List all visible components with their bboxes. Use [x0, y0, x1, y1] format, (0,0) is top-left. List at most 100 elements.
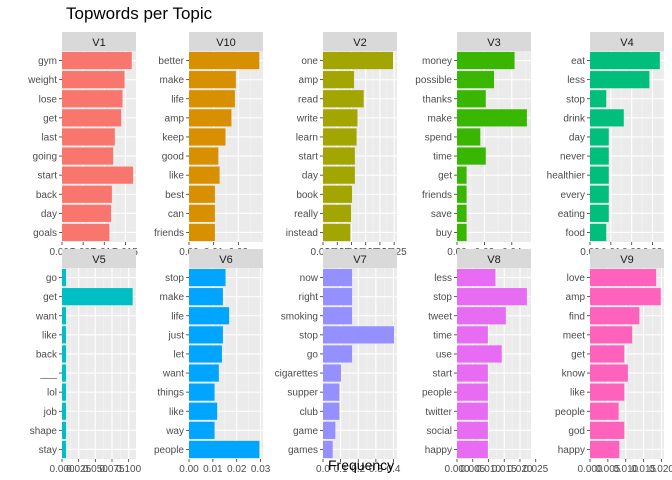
panel-v3: V3 money possible thanks make spend time get fri…: [415, 32, 531, 258]
category-label: make: [160, 292, 185, 303]
category-label: money: [422, 56, 452, 67]
category-label: use: [436, 349, 453, 360]
category-label: time: [433, 330, 452, 341]
bar: [189, 90, 235, 108]
category-label: friends: [422, 190, 452, 201]
bar: [62, 326, 66, 344]
bar: [457, 71, 494, 89]
bar: [323, 109, 358, 127]
bar: [189, 326, 223, 344]
facet-strip: [590, 32, 664, 51]
category-label: shape: [30, 426, 58, 437]
bar: [323, 440, 333, 459]
category-label: buy: [436, 228, 452, 239]
x-tick-label: 0.0: [316, 464, 330, 475]
category-label: back: [36, 349, 58, 360]
category-label: weight: [27, 75, 57, 86]
facet-label: V1: [92, 37, 105, 49]
category-label: want: [162, 369, 184, 380]
category-label: good: [162, 152, 184, 163]
category-label: want: [35, 311, 57, 322]
facet-strip: [457, 32, 531, 51]
bar: [62, 109, 122, 127]
chart-title: Topwords per Topic: [66, 4, 213, 23]
bar: [590, 185, 609, 203]
category-label: right: [299, 292, 319, 303]
category-label: lol: [47, 388, 57, 399]
category-label: instead: [286, 228, 318, 239]
bar: [62, 223, 110, 242]
bar: [323, 326, 395, 344]
category-label: happy: [558, 445, 585, 456]
bar: [323, 90, 364, 108]
x-tick-label: 0.005: [595, 464, 620, 475]
bar: [457, 51, 515, 70]
bar: [189, 288, 223, 306]
category-label: find: [569, 311, 585, 322]
category-label: just: [167, 330, 184, 341]
x-tick-label: 0.000: [444, 464, 469, 475]
bar: [590, 109, 624, 127]
facet-label: V7: [353, 254, 366, 266]
category-label: get: [43, 113, 57, 124]
x-tick-label: 0.025: [523, 464, 548, 475]
category-label: better: [158, 56, 184, 67]
x-tick-label: 0.050: [83, 464, 108, 475]
category-label: like: [42, 330, 57, 341]
panel-v1: V1 gym weight lose get last going start back day g…: [27, 32, 138, 258]
bar: [590, 383, 625, 401]
bar: [323, 185, 353, 203]
bar: [189, 204, 215, 222]
category-label: back: [36, 190, 58, 201]
category-label: supper: [287, 388, 318, 399]
category-label: learn: [296, 132, 318, 143]
x-tick-label: 0.00: [179, 464, 199, 475]
category-label: read: [298, 94, 318, 105]
bar: [62, 345, 66, 363]
x-tick-label: 0.010: [613, 464, 638, 475]
bar: [590, 421, 625, 439]
category-label: like: [169, 407, 184, 418]
category-label: like: [169, 171, 184, 182]
x-tick-label: 0.015: [492, 464, 517, 475]
category-label: go: [307, 349, 319, 360]
bar: [457, 345, 502, 363]
x-tick-label: 0.000: [49, 464, 74, 475]
facet-strip: [323, 32, 397, 51]
bar: [62, 364, 66, 382]
bar: [323, 204, 352, 222]
category-label: way: [165, 426, 184, 437]
panel-v6: V6 stop make life just let want things like way pe…: [154, 249, 271, 475]
bar: [590, 288, 661, 306]
category-label: stop: [299, 330, 318, 341]
facet-strip: [189, 249, 263, 268]
category-label: really: [294, 209, 318, 220]
category-label: gym: [38, 56, 57, 67]
x-tick-label: 0.03: [251, 464, 271, 475]
facet-label: V6: [219, 254, 232, 266]
bar: [457, 166, 467, 184]
bar: [323, 51, 394, 70]
category-label: game: [293, 426, 318, 437]
bar: [189, 185, 215, 203]
category-label: now: [300, 273, 319, 284]
bar: [590, 128, 609, 146]
category-label: spend: [425, 132, 452, 143]
category-label: day: [41, 209, 57, 220]
bar: [62, 166, 134, 184]
bar: [323, 288, 353, 306]
bar: [590, 307, 640, 325]
x-tick-label: 0.000: [577, 464, 602, 475]
category-label: love: [567, 273, 586, 284]
bar: [189, 147, 219, 165]
x-tick-label: 0.3: [369, 464, 383, 475]
bar: [323, 421, 336, 439]
bar: [323, 364, 341, 382]
category-label: god: [568, 426, 585, 437]
category-label: keep: [162, 132, 184, 143]
category-label: write: [296, 113, 319, 124]
panel-v10: V10 better make life amp keep good like best can f…: [154, 32, 263, 258]
bar: [590, 402, 619, 420]
bar: [62, 90, 123, 108]
bar: [323, 345, 353, 363]
